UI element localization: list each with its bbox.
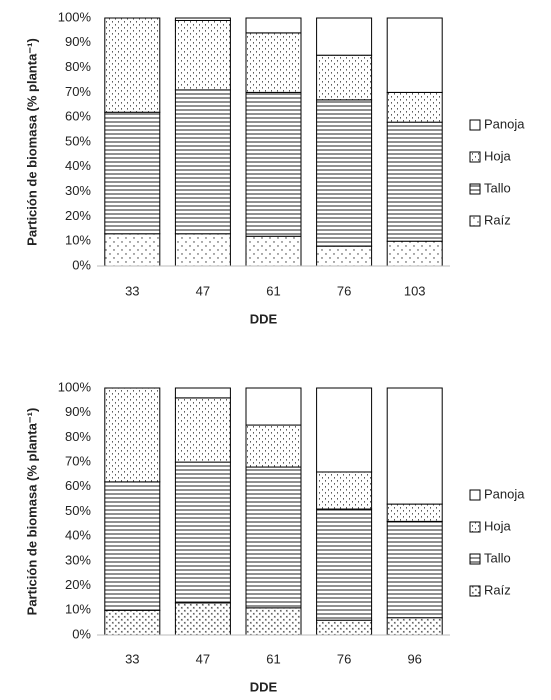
y-tick-label: 70% xyxy=(65,84,91,99)
legend-swatch xyxy=(469,553,481,565)
bar-segment xyxy=(316,619,373,636)
bar-segment xyxy=(174,233,231,267)
bar-segment xyxy=(316,508,373,621)
bar-segment xyxy=(245,91,302,237)
bar-segment xyxy=(245,387,302,426)
bar-segment xyxy=(174,17,231,21)
x-axis-title: DDE xyxy=(250,679,278,694)
bar-segment xyxy=(386,17,443,93)
bar-segment xyxy=(386,121,443,242)
legend-label: Tallo xyxy=(484,550,511,565)
bar-segment xyxy=(104,481,161,611)
x-tick-label: 96 xyxy=(407,651,421,666)
legend-swatch xyxy=(469,119,481,131)
y-axis-title: Partición de biomasa (% planta⁻¹) xyxy=(24,38,39,246)
legend-label: Raíz xyxy=(484,582,511,597)
bar-segment xyxy=(386,240,443,267)
y-tick-label: 50% xyxy=(65,503,91,518)
bar-segment xyxy=(245,466,302,609)
bar-segment xyxy=(245,424,302,468)
bar-segment xyxy=(174,602,231,636)
legend-label: Hoja xyxy=(484,148,512,163)
y-tick-label: 60% xyxy=(65,478,91,493)
bar-segment xyxy=(386,387,443,505)
bar-segment xyxy=(316,17,373,56)
y-tick-label: 20% xyxy=(65,208,91,223)
bar-segment xyxy=(245,32,302,93)
bar-segment xyxy=(174,461,231,604)
bar-segment xyxy=(316,54,373,101)
x-tick-label: 47 xyxy=(196,283,210,298)
legend-label: Panoja xyxy=(484,116,525,131)
bar-segment xyxy=(174,397,231,463)
bar-segment xyxy=(316,245,373,267)
y-tick-label: 90% xyxy=(65,404,91,419)
legend-swatch xyxy=(469,489,481,501)
x-tick-label: 61 xyxy=(266,651,280,666)
bar-segment xyxy=(316,387,373,473)
y-tick-label: 20% xyxy=(65,577,91,592)
legend-label: Raíz xyxy=(484,212,511,227)
x-axis-title: DDE xyxy=(250,311,278,326)
y-tick-label: 40% xyxy=(65,528,91,543)
bar-segment xyxy=(386,520,443,619)
y-tick-label: 100% xyxy=(58,379,92,394)
x-tick-label: 33 xyxy=(125,283,139,298)
x-tick-label: 76 xyxy=(337,283,351,298)
x-tick-label: 61 xyxy=(266,283,280,298)
legend-label: Panoja xyxy=(484,486,525,501)
bar-segment xyxy=(245,607,302,636)
bar-segment xyxy=(386,91,443,123)
bar-segment xyxy=(386,503,443,522)
bar-segment xyxy=(174,19,231,91)
y-tick-label: 30% xyxy=(65,183,91,198)
y-axis-title: Partición de biomasa (% planta⁻¹) xyxy=(24,408,39,616)
y-tick-label: 40% xyxy=(65,158,91,173)
bar-segment xyxy=(386,617,443,636)
legend-swatch xyxy=(469,183,481,195)
x-tick-label: 47 xyxy=(196,651,210,666)
bar-segment xyxy=(104,17,161,113)
bar-segment xyxy=(245,17,302,34)
y-tick-label: 100% xyxy=(58,9,92,24)
y-tick-label: 90% xyxy=(65,34,91,49)
y-tick-label: 70% xyxy=(65,454,91,469)
y-tick-label: 10% xyxy=(65,602,91,617)
y-tick-label: 30% xyxy=(65,552,91,567)
y-tick-label: 10% xyxy=(65,233,91,248)
x-tick-label: 76 xyxy=(337,651,351,666)
y-tick-label: 0% xyxy=(72,257,91,272)
bar-segment xyxy=(174,89,231,235)
bar-segment xyxy=(104,387,161,483)
bar-segment xyxy=(316,471,373,510)
bar-segment xyxy=(104,111,161,235)
bar-segment xyxy=(316,99,373,247)
legend-swatch xyxy=(469,521,481,533)
y-tick-label: 0% xyxy=(72,626,91,641)
bar-segment xyxy=(104,233,161,267)
bar-segment xyxy=(104,609,161,636)
legend-label: Hoja xyxy=(484,518,512,533)
y-tick-label: 80% xyxy=(65,59,91,74)
y-tick-label: 60% xyxy=(65,109,91,124)
bar-segment xyxy=(245,235,302,267)
x-tick-label: 103 xyxy=(404,283,426,298)
y-tick-label: 80% xyxy=(65,429,91,444)
y-tick-label: 50% xyxy=(65,133,91,148)
bar-segment xyxy=(174,387,231,399)
legend-label: Tallo xyxy=(484,180,511,195)
legend-swatch xyxy=(469,585,481,597)
legend-swatch xyxy=(469,215,481,227)
legend-swatch xyxy=(469,151,481,163)
x-tick-label: 33 xyxy=(125,651,139,666)
